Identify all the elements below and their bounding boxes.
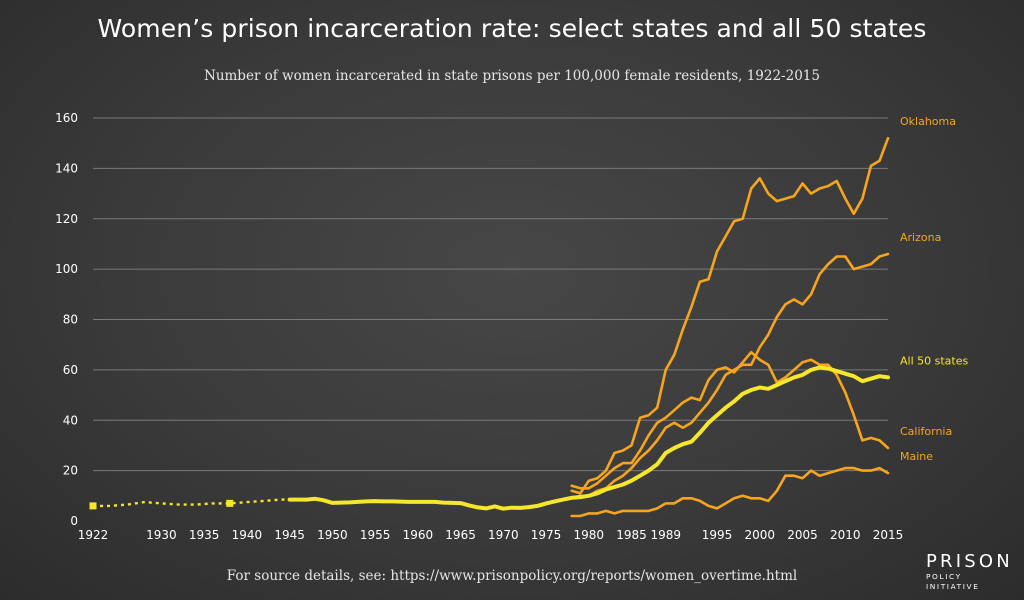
series-lines <box>89 136 890 518</box>
y-tick-label: 0 <box>70 514 78 528</box>
y-tick-label: 80 <box>63 313 78 327</box>
logo-main-text: PRISON <box>926 551 1013 572</box>
x-tick-label: 2010 <box>830 528 861 542</box>
x-tick-label: 1980 <box>574 528 605 542</box>
gap-marker-1 <box>226 499 234 507</box>
series-label-all-50-states: All 50 states <box>900 354 968 367</box>
series-line-all-50-states-dashed <box>93 498 290 508</box>
x-tick-label: 2005 <box>787 528 818 542</box>
series-line-all-50-states <box>287 365 890 511</box>
series-label-california: California <box>900 425 952 438</box>
series-label-oklahoma: Oklahoma <box>900 115 956 128</box>
y-tick-label: 120 <box>55 212 78 226</box>
x-tick-label: 1930 <box>146 528 177 542</box>
x-tick-label: 1922 <box>78 528 109 542</box>
gridlines <box>93 117 888 472</box>
x-tick-label: 1955 <box>360 528 391 542</box>
y-tick-label: 140 <box>55 161 78 175</box>
y-tick-label: 60 <box>63 363 78 377</box>
series-line-california <box>570 350 890 490</box>
gap-marker-0 <box>89 502 97 510</box>
x-tick-label: 1945 <box>274 528 305 542</box>
y-tick-label: 160 <box>55 111 78 125</box>
logo-sub-text: POLICY INITIATIVE <box>926 572 980 591</box>
series-label-maine: Maine <box>900 450 933 463</box>
x-tick-label: 1965 <box>445 528 476 542</box>
x-tick-label: 1975 <box>531 528 562 542</box>
y-axis-ticks: 0 20 40 60 80 100 120 140 160 <box>55 111 78 528</box>
x-tick-label: 2015 <box>873 528 904 542</box>
y-tick-label: 20 <box>63 464 78 478</box>
x-tick-label: 1985 <box>616 528 647 542</box>
x-tick-label: 1995 <box>702 528 733 542</box>
x-axis-ticks: 1922 1930 1935 1940 1945 1950 1955 1960 1965 1970… <box>78 528 904 542</box>
x-tick-label: 1989 <box>650 528 681 542</box>
x-tick-label: 1935 <box>189 528 220 542</box>
prison-policy-initiative-logo: PRISON POLICY INITIATIVE <box>926 552 1018 592</box>
x-tick-label: 1970 <box>488 528 519 542</box>
x-tick-label: 2000 <box>745 528 776 542</box>
x-tick-label: 1950 <box>317 528 348 542</box>
series-line-arizona <box>570 252 890 500</box>
y-tick-label: 40 <box>63 413 78 427</box>
x-tick-label: 1960 <box>403 528 434 542</box>
series-line-oklahoma <box>570 136 890 495</box>
y-tick-label: 100 <box>55 262 78 276</box>
series-label-arizona: Arizona <box>900 231 941 244</box>
source-note: For source details, see: https://www.pri… <box>226 568 798 584</box>
chart-title: Women’s prison incarceration rate: selec… <box>97 14 927 43</box>
x-tick-label: 1940 <box>232 528 263 542</box>
series-line-maine <box>570 466 890 518</box>
chart-subtitle: Number of women incarcerated in state pr… <box>204 68 820 84</box>
series-labels: Oklahoma Arizona California Maine All 50 sta… <box>900 115 968 463</box>
